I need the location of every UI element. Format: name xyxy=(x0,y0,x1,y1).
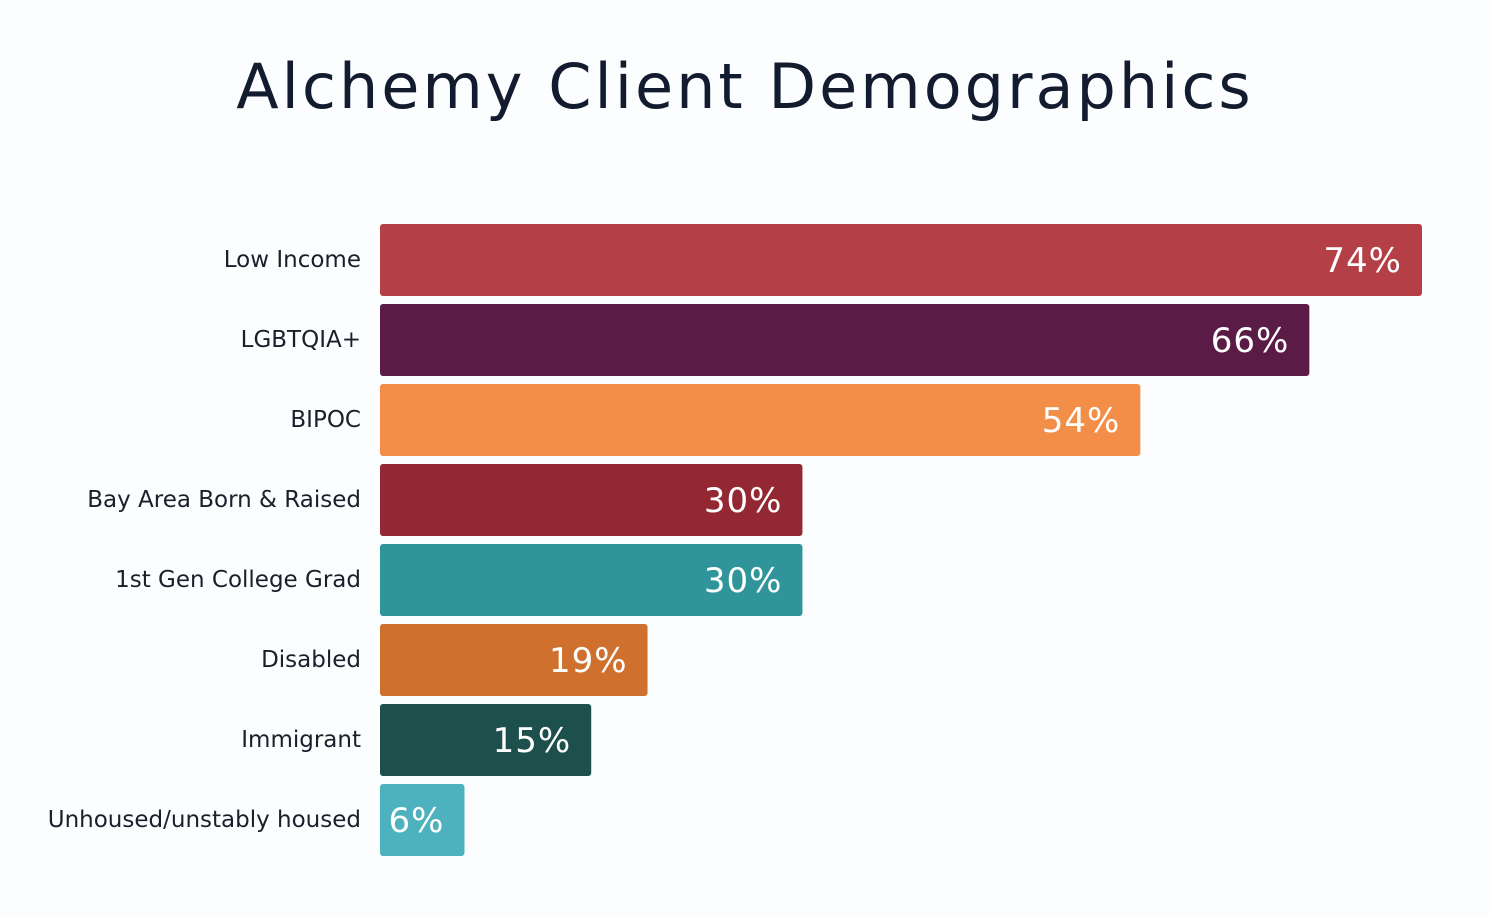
value-label-1st-gen-college-grad: 30% xyxy=(704,561,783,601)
category-label-disabled: Disabled xyxy=(261,647,361,673)
value-label-lgbtqia: 66% xyxy=(1211,321,1290,361)
value-label-unhoused-unstably-housed: 6% xyxy=(389,801,445,841)
bar-immigrant xyxy=(380,704,592,776)
bar-low-income xyxy=(380,224,1422,296)
value-label-bay-area-born-raised: 30% xyxy=(704,481,783,521)
bar-bipoc xyxy=(380,384,1141,456)
category-label-unhoused-unstably-housed: Unhoused/unstably housed xyxy=(48,807,361,833)
category-label-bipoc: BIPOC xyxy=(290,407,361,433)
value-label-immigrant: 15% xyxy=(493,721,572,761)
bar-disabled xyxy=(380,624,648,696)
category-label-immigrant: Immigrant xyxy=(241,727,361,753)
bar-unhoused-unstably-housed xyxy=(380,784,465,856)
bar-bay-area-born-raised xyxy=(380,464,803,536)
bars-group: Low Income 74% LGBTQIA+ 66% BIPOC 54% Bay Area… xyxy=(48,224,1422,856)
bar-1st-gen-college-grad xyxy=(380,544,803,616)
bar-lgbtqia xyxy=(380,304,1310,376)
category-label-lgbtqia: LGBTQIA+ xyxy=(241,327,361,353)
category-label-low-income: Low Income xyxy=(224,247,361,273)
value-label-low-income: 74% xyxy=(1323,241,1402,281)
category-label-1st-gen-college-grad: 1st Gen College Grad xyxy=(115,567,361,593)
category-label-bay-area-born-raised: Bay Area Born & Raised xyxy=(87,487,361,513)
chart-title: Alchemy Client Demographics xyxy=(236,50,1254,123)
value-label-bipoc: 54% xyxy=(1042,401,1121,441)
value-label-disabled: 19% xyxy=(549,641,628,681)
